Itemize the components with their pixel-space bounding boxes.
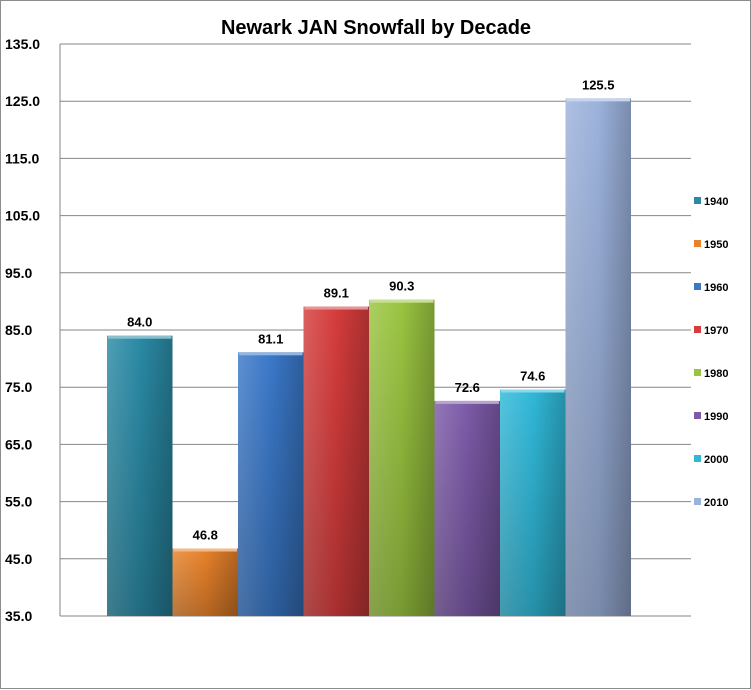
data-label-2010: 125.5 (582, 77, 615, 92)
legend-label: 1960 (704, 282, 728, 294)
y-tick-label: 105.0 (5, 208, 40, 224)
y-tick-label: 135.0 (5, 36, 40, 52)
bar-1940 (107, 335, 173, 616)
bar-1950 (172, 548, 238, 616)
data-label-1960: 81.1 (258, 331, 283, 346)
bar-2010 (565, 98, 631, 617)
data-label-1950: 46.8 (193, 528, 218, 543)
legend-item-2010: 2010 (694, 497, 728, 509)
data-label-1970: 89.1 (324, 286, 349, 301)
legend-swatch (694, 326, 701, 333)
y-tick-label: 45.0 (5, 551, 32, 567)
y-tick-label: 65.0 (5, 436, 32, 452)
data-label-1940: 84.0 (127, 315, 152, 330)
legend-item-1980: 1980 (694, 368, 728, 380)
bar-1990 (434, 400, 500, 616)
bars (107, 98, 631, 617)
data-label-1980: 90.3 (389, 279, 414, 294)
data-label-1990: 72.6 (455, 380, 480, 395)
data-labels: 84.0 46.8 81.1 89.1 90.3 72.6 74.6 125.5 (127, 77, 614, 542)
y-tick-label: 115.0 (5, 150, 39, 166)
y-axis-tick-labels: 35.0 45.0 55.0 65.0 75.0 85.0 95.0 105.0 115.0 12… (5, 36, 40, 624)
legend-item-1950: 1950 (694, 239, 728, 251)
legend-swatch (694, 240, 701, 247)
y-tick-label: 125.0 (5, 93, 40, 109)
legend-swatch (694, 369, 701, 376)
legend-item-1960: 1960 (694, 282, 728, 294)
legend-label: 1980 (704, 368, 728, 380)
legend-label: 1970 (704, 325, 728, 337)
bar-2000 (500, 389, 566, 616)
y-tick-label: 95.0 (5, 265, 32, 281)
bar-1960 (238, 352, 304, 616)
y-tick-label: 85.0 (5, 322, 32, 338)
legend-swatch (694, 455, 701, 462)
y-tick-label: 55.0 (5, 494, 32, 510)
legend-label: 1990 (704, 411, 728, 423)
legend-swatch (694, 412, 701, 419)
legend-label: 2010 (704, 497, 728, 509)
y-tick-label: 75.0 (5, 379, 32, 395)
legend-item-2000: 2000 (694, 454, 728, 466)
legend-item-1970: 1970 (694, 325, 728, 337)
legend-swatch (694, 283, 701, 290)
legend-label: 1950 (704, 239, 728, 251)
chart-title: Newark JAN Snowfall by Decade (221, 17, 531, 39)
data-label-2000: 74.6 (520, 368, 545, 383)
y-tick-label: 35.0 (5, 608, 32, 624)
legend: 1940 1950 1960 1970 1980 1990 2000 2010 (694, 196, 728, 509)
legend-label: 2000 (704, 454, 728, 466)
bar-1980 (369, 299, 435, 616)
legend-item-1990: 1990 (694, 411, 728, 423)
legend-item-1940: 1940 (694, 196, 728, 208)
legend-swatch (694, 498, 701, 505)
legend-label: 1940 (704, 196, 728, 208)
bar-1970 (303, 306, 369, 616)
legend-swatch (694, 197, 701, 204)
